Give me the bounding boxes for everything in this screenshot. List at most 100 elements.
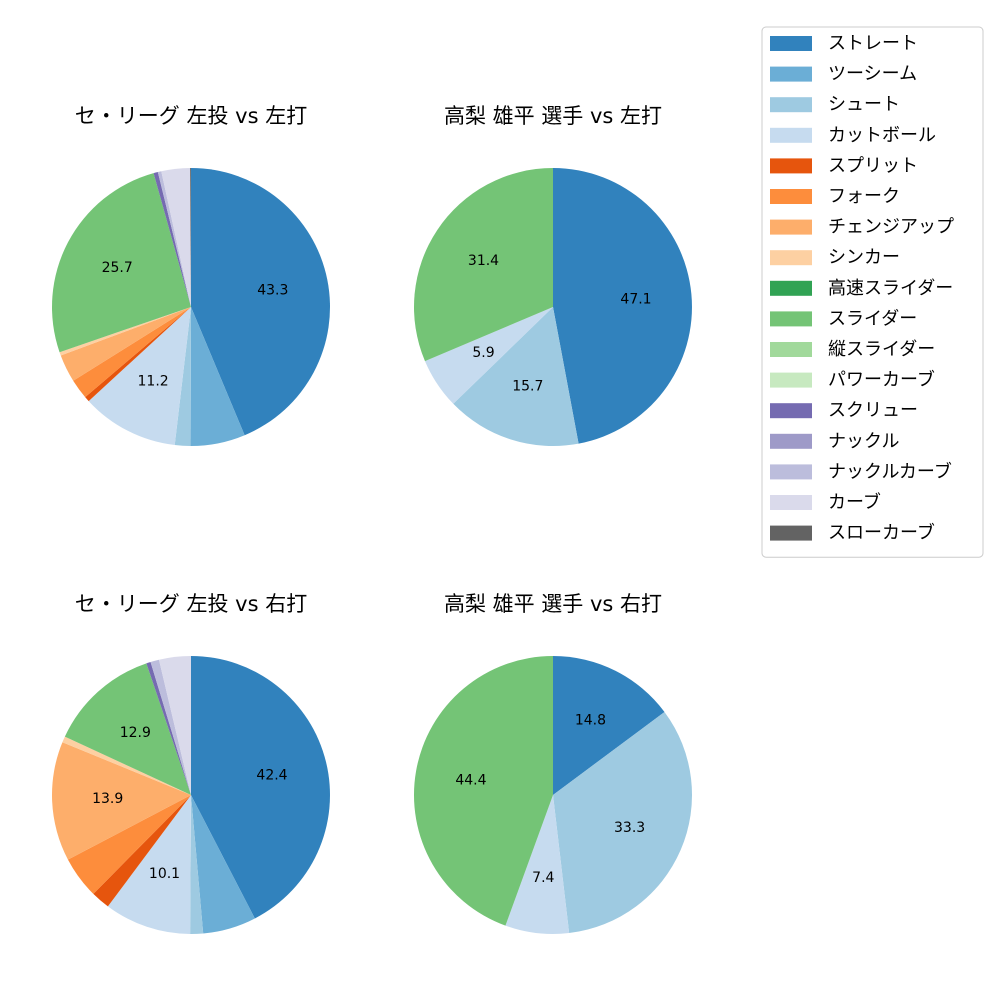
legend-label: シンカー — [828, 247, 900, 268]
legend-swatch — [770, 525, 812, 541]
legend-label: ストレート — [828, 33, 918, 54]
legend-item: ナックル — [770, 431, 899, 452]
pie-slice — [190, 167, 191, 307]
pie-slice — [59, 307, 192, 356]
pie-slice — [85, 307, 191, 402]
pie-chart-3: セ・リーグ 左投 vs 右打 42.4 10.1 13.9 12.9 — [51, 592, 330, 935]
pie-slice — [146, 662, 191, 795]
legend-label: チェンジアップ — [828, 217, 954, 238]
pie-slice — [553, 656, 665, 795]
slice-percent-label: 10.1 — [149, 866, 180, 882]
pie-charts: セ・リーグ 左投 vs 左打 43.3 11.2 25.7 高梨 雄平 選手 vs 左打… — [51, 104, 693, 935]
legend-item: シュート — [770, 94, 900, 115]
chart-title: 高梨 雄平 選手 vs 左打 — [444, 104, 662, 128]
legend-swatch — [770, 250, 812, 266]
pie-slice — [150, 659, 191, 795]
legend-item: スライダー — [770, 308, 917, 329]
pie-slice — [191, 656, 330, 919]
pie-slice — [413, 168, 553, 362]
pie-slice — [453, 307, 579, 446]
legend-label: シュート — [828, 94, 900, 115]
pie-slice — [107, 795, 191, 934]
legend-label: スローカーブ — [828, 522, 935, 544]
pie-slice — [62, 736, 191, 795]
slice-percent-label: 7.4 — [532, 870, 554, 886]
pie-slice — [157, 171, 191, 307]
pie-chart-1: セ・リーグ 左投 vs 左打 43.3 11.2 25.7 — [52, 104, 331, 447]
slice-percent-label: 15.7 — [512, 379, 543, 395]
legend-item: スクリュー — [770, 400, 918, 421]
legend-label: パワーカーブ — [828, 369, 935, 391]
legend-swatch — [770, 433, 812, 449]
chart-title: セ・リーグ 左投 vs 右打 — [75, 592, 307, 616]
legend-item: スプリット — [770, 155, 918, 176]
slice-percent-label: 44.4 — [455, 773, 486, 789]
slice-percent-label: 31.4 — [468, 253, 499, 269]
legend-item: 縦スライダー — [770, 339, 935, 360]
legend-swatch — [770, 219, 812, 235]
legend-label: カーブ — [828, 491, 881, 513]
legend-swatch — [770, 464, 812, 480]
legend-item: スローカーブ — [770, 522, 935, 544]
legend-label: カットボール — [828, 125, 936, 146]
legend-swatch — [770, 311, 812, 327]
legend-label: フォーク — [828, 186, 900, 207]
legend-swatch — [770, 66, 812, 82]
legend-item: ナックルカーブ — [770, 460, 952, 482]
chart-title: セ・リーグ 左投 vs 左打 — [75, 104, 307, 128]
pie-slice — [51, 742, 191, 860]
legend-label: ツーシーム — [828, 64, 917, 85]
legend-swatch — [770, 189, 812, 204]
slice-percent-label: 5.9 — [472, 345, 494, 361]
pie-slice — [505, 795, 570, 935]
chart-title: 高梨 雄平 選手 vs 右打 — [444, 592, 662, 616]
legend-item: シンカー — [770, 247, 900, 268]
slice-percent-label: 43.3 — [257, 283, 288, 299]
pie-slice — [191, 168, 331, 436]
legend-swatch — [770, 403, 812, 419]
pie-slice — [73, 307, 191, 398]
pie-slice — [64, 663, 191, 795]
legend-item: 高速スライダー — [770, 278, 953, 299]
pie-slice — [190, 307, 245, 447]
legend-swatch — [770, 280, 812, 296]
legend-label: ナックルカーブ — [828, 460, 952, 482]
legend-label: スプリット — [828, 155, 918, 176]
legend-swatch — [770, 127, 812, 143]
pie-slice — [52, 173, 191, 353]
legend-item: チェンジアップ — [770, 217, 954, 238]
pie-slice — [67, 795, 191, 894]
legend-swatch — [770, 372, 812, 388]
pie-slice — [553, 711, 693, 934]
pie-slice — [161, 168, 191, 307]
slice-percent-label: 11.2 — [138, 373, 169, 389]
pie-slice — [413, 656, 553, 926]
legend-item: フォーク — [770, 186, 900, 207]
legend-label: スライダー — [828, 308, 917, 329]
legend-item: ツーシーム — [770, 64, 917, 85]
pie-slice — [153, 172, 191, 307]
legend-item: ストレート — [770, 33, 918, 54]
pie-slice — [60, 307, 191, 381]
legend-swatch — [770, 158, 812, 174]
slice-percent-label: 47.1 — [620, 291, 651, 307]
pie-slice — [191, 795, 255, 934]
pie-chart-2: 高梨 雄平 選手 vs 左打 47.1 15.7 5.9 31.4 — [413, 104, 692, 446]
legend-swatch — [770, 36, 812, 51]
legend-item: カーブ — [770, 491, 881, 513]
legend-swatch — [770, 97, 812, 113]
legend-swatch — [770, 495, 812, 510]
pie-chart-4: 高梨 雄平 選手 vs 右打 14.8 33.3 7.4 44.4 — [413, 592, 693, 935]
pie-slice — [88, 307, 191, 446]
legend-item: パワーカーブ — [770, 369, 935, 391]
slice-percent-label: 14.8 — [575, 713, 606, 729]
slice-percent-label: 13.9 — [92, 791, 123, 807]
legend-item: カットボール — [770, 125, 936, 146]
slice-percent-label: 25.7 — [102, 260, 133, 276]
slice-percent-label: 33.3 — [614, 820, 645, 836]
legend: ストレートツーシームシュートカットボールスプリットフォークチェンジアップシンカー… — [761, 26, 984, 558]
pie-slice — [190, 795, 204, 935]
pie-slice — [174, 307, 191, 446]
slice-percent-label: 42.4 — [256, 767, 287, 783]
